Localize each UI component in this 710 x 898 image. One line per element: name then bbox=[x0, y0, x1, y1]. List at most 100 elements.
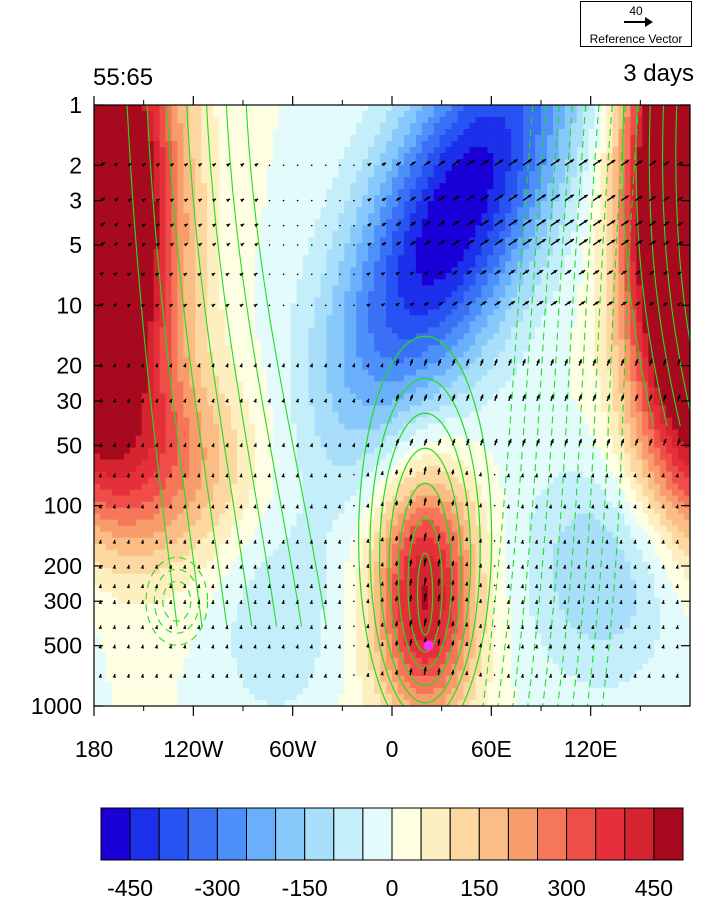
field-cell bbox=[266, 165, 274, 172]
field-cell bbox=[129, 525, 137, 533]
field-cell bbox=[278, 495, 286, 503]
field-cell bbox=[105, 579, 113, 587]
field-cell bbox=[195, 351, 202, 359]
field-cell bbox=[94, 501, 101, 509]
field-cell bbox=[219, 153, 226, 160]
field-cell bbox=[266, 105, 274, 112]
field-cell bbox=[94, 669, 101, 677]
field-cell bbox=[111, 147, 119, 154]
field-cell bbox=[183, 399, 190, 407]
field-cell bbox=[231, 687, 238, 695]
field-cell bbox=[225, 549, 232, 557]
field-cell bbox=[195, 219, 202, 226]
field-cell bbox=[362, 651, 369, 659]
field-cell bbox=[278, 657, 286, 665]
field-cell bbox=[153, 291, 161, 298]
field-cell bbox=[356, 687, 363, 695]
field-cell bbox=[272, 687, 280, 695]
field-cell bbox=[314, 645, 322, 653]
field-cell bbox=[147, 483, 155, 491]
field-cell bbox=[183, 339, 190, 346]
field-cell bbox=[207, 399, 214, 407]
field-cell bbox=[183, 279, 190, 286]
field-cell bbox=[368, 555, 375, 563]
field-cell bbox=[248, 699, 256, 706]
field-cell bbox=[183, 435, 190, 443]
field-cell bbox=[344, 357, 351, 365]
field-cell bbox=[362, 165, 369, 172]
field-cell bbox=[153, 219, 161, 226]
field-cell bbox=[147, 393, 155, 401]
field-cell bbox=[219, 321, 226, 328]
field-cell bbox=[260, 291, 268, 298]
field-cell bbox=[380, 693, 387, 701]
field-cell bbox=[165, 375, 173, 383]
field-cell bbox=[129, 537, 137, 545]
field-cell bbox=[147, 621, 155, 629]
field-cell bbox=[248, 609, 256, 617]
field-cell bbox=[177, 651, 184, 659]
field-cell bbox=[332, 585, 339, 593]
field-cell bbox=[374, 669, 381, 677]
field-cell bbox=[248, 303, 256, 310]
field-cell bbox=[296, 417, 304, 425]
field-cell bbox=[219, 441, 226, 449]
field-cell bbox=[386, 171, 393, 178]
field-cell bbox=[171, 375, 179, 383]
field-cell bbox=[99, 345, 107, 353]
field-cell bbox=[105, 135, 113, 142]
field-cell bbox=[302, 363, 310, 371]
field-cell bbox=[356, 303, 363, 310]
field-cell bbox=[296, 555, 304, 563]
field-cell bbox=[302, 111, 310, 118]
field-cell bbox=[165, 273, 173, 280]
field-cell bbox=[117, 357, 125, 365]
field-cell bbox=[123, 207, 131, 214]
field-cell bbox=[189, 309, 196, 316]
field-cell bbox=[326, 285, 333, 292]
field-cell bbox=[278, 591, 286, 599]
field-cell bbox=[94, 447, 101, 455]
field-cell bbox=[374, 339, 381, 346]
field-cell bbox=[213, 441, 220, 449]
field-cell bbox=[350, 315, 357, 322]
field-cell bbox=[225, 153, 232, 160]
field-cell bbox=[147, 123, 155, 130]
field-cell bbox=[248, 309, 256, 316]
field-cell bbox=[374, 231, 381, 238]
field-cell bbox=[195, 195, 202, 202]
field-cell bbox=[135, 693, 143, 701]
field-cell bbox=[344, 231, 351, 238]
field-cell bbox=[332, 183, 339, 190]
field-cell bbox=[237, 585, 244, 593]
field-cell bbox=[350, 519, 357, 527]
field-cell bbox=[231, 279, 238, 286]
field-cell bbox=[362, 369, 369, 377]
field-cell bbox=[243, 669, 250, 677]
field-cell bbox=[272, 561, 280, 569]
field-cell bbox=[141, 699, 149, 706]
field-cell bbox=[296, 597, 304, 605]
field-cell bbox=[302, 603, 310, 611]
field-cell bbox=[123, 447, 131, 455]
field-cell bbox=[219, 177, 226, 184]
field-cell bbox=[326, 459, 333, 467]
field-cell bbox=[278, 123, 286, 130]
field-cell bbox=[135, 573, 143, 581]
field-cell bbox=[99, 561, 107, 569]
field-cell bbox=[248, 663, 256, 671]
field-cell bbox=[278, 483, 286, 491]
field-cell bbox=[386, 255, 393, 262]
field-cell bbox=[386, 207, 393, 214]
field-cell bbox=[117, 159, 125, 166]
field-cell bbox=[260, 321, 268, 328]
field-cell bbox=[225, 111, 232, 118]
field-cell bbox=[374, 177, 381, 184]
field-cell bbox=[177, 381, 184, 389]
field-cell bbox=[380, 135, 387, 142]
field-cell bbox=[266, 699, 274, 706]
field-cell bbox=[231, 453, 238, 461]
field-cell bbox=[326, 411, 333, 419]
field-cell bbox=[177, 123, 184, 130]
field-cell bbox=[374, 471, 381, 479]
